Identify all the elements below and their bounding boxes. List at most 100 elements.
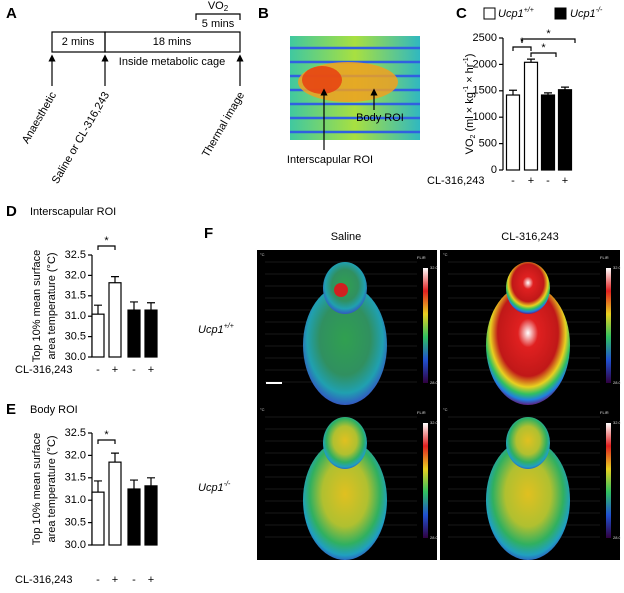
y-tick-label: 30.5 — [65, 331, 86, 343]
y-tick-label: 30.0 — [65, 539, 86, 551]
y-tick-label: 2500 — [473, 32, 497, 44]
bar — [108, 461, 122, 546]
error-bar — [111, 276, 119, 283]
legend-sup: +/+ — [524, 7, 534, 14]
y-tick-label: 31.5 — [65, 472, 86, 484]
scale-min: 28.0 — [430, 380, 439, 385]
mouse-body — [486, 285, 570, 405]
scale-min: 28.0 — [613, 535, 622, 540]
scale-max: 32.0 — [430, 420, 439, 425]
error-bar — [509, 89, 517, 96]
bar — [91, 313, 105, 358]
error-bar — [544, 92, 552, 96]
x-tick-label: + — [148, 574, 154, 586]
significance-bracket — [97, 245, 116, 250]
panel-label: F — [204, 225, 213, 242]
vo2-bracket — [195, 13, 241, 20]
legend-label: Ucp1-/- — [570, 7, 603, 20]
significance-bracket — [512, 46, 532, 51]
scale-unit: °C — [443, 407, 448, 412]
event-label: Saline or CL-316,243 — [50, 90, 112, 186]
error-bar — [561, 86, 569, 90]
mouse-head — [323, 417, 367, 469]
y-tick-label: 32.5 — [65, 427, 86, 439]
bar — [127, 309, 141, 358]
error-bar — [94, 480, 102, 493]
legend-name: Ucp1 — [498, 8, 524, 20]
event-label: Thermal image — [200, 90, 247, 160]
x-axis-label: CL-316,243 — [427, 175, 485, 187]
significance-bracket — [97, 439, 116, 444]
scale-min: 28.0 — [613, 380, 622, 385]
thermal-photo: Interscapular ROI Body ROI — [287, 36, 420, 166]
event-label: Anaesthetic — [20, 90, 59, 146]
error-bar — [130, 301, 138, 311]
color-scale — [423, 268, 428, 383]
bar — [557, 89, 573, 171]
bar — [144, 309, 158, 358]
mouse-head — [506, 262, 550, 314]
scale-min: 28.0 — [430, 535, 439, 540]
y-tick-label: 1000 — [473, 111, 497, 123]
bar — [505, 94, 521, 171]
vo2-duration: 5 mins — [202, 18, 235, 30]
row-heading: Ucp1+/+ — [198, 323, 234, 336]
error-bar — [111, 452, 119, 463]
legend-swatch — [554, 7, 567, 20]
y-tick-label: 2000 — [473, 58, 497, 70]
y-tick-label: 31.0 — [65, 310, 86, 322]
hot-spot — [334, 283, 348, 297]
significance-star: * — [546, 28, 551, 40]
significance-bracket — [530, 52, 557, 57]
y-label-part: 2 — [470, 134, 477, 138]
timeline: VO2 5 mins 2 mins 18 mins Inside metabol… — [20, 0, 247, 186]
y-axis-label: Top 10% mean surface — [31, 250, 43, 363]
x-tick-label: - — [546, 175, 550, 187]
y-tick-label: 30.5 — [65, 517, 86, 529]
bar — [127, 488, 141, 546]
y-label-part: -1 — [463, 86, 470, 92]
chart-title: Interscapular ROI — [30, 206, 116, 218]
bar — [144, 485, 158, 546]
legend-label: Ucp1+/+ — [498, 7, 534, 20]
scale-brand: FLIR — [600, 255, 609, 260]
x-tick-label: + — [112, 574, 118, 586]
roi-label: Body ROI — [356, 112, 404, 124]
scale-unit: °C — [260, 407, 265, 412]
y-axis-label: Top 10% mean surface — [31, 433, 43, 546]
scale-max: 32.0 — [613, 265, 622, 270]
panel-label: E — [6, 401, 16, 418]
error-bar — [130, 479, 138, 489]
significance-star: * — [104, 235, 109, 247]
y-tick-label: 31.0 — [65, 494, 86, 506]
y-tick-label: 1500 — [473, 85, 497, 97]
step-label: 18 mins — [153, 36, 192, 48]
scale-brand: FLIR — [417, 255, 426, 260]
panel-label: B — [258, 5, 269, 22]
x-tick-label: - — [511, 175, 515, 187]
y-label-part: × hr — [464, 63, 476, 86]
y-axis-label: area temperature (°C) — [46, 252, 58, 359]
bar — [523, 61, 539, 171]
panel-label: C — [456, 5, 467, 22]
scale-brand: FLIR — [600, 410, 609, 415]
x-tick-label: - — [132, 574, 136, 586]
bar — [540, 94, 556, 171]
bar — [108, 282, 122, 358]
legend-swatch — [483, 7, 496, 20]
x-tick-label: - — [96, 364, 100, 376]
scale-brand: FLIR — [417, 410, 426, 415]
error-bar — [147, 477, 155, 486]
mouse-head — [506, 417, 550, 469]
error-bar — [527, 58, 535, 63]
significance-star: * — [104, 429, 109, 441]
scale-max: 32.0 — [430, 265, 439, 270]
y-label-part: -1 — [463, 57, 470, 63]
x-tick-label: + — [562, 175, 568, 187]
chart-title: Body ROI — [30, 404, 78, 416]
column-heading: CL-316,243 — [501, 231, 559, 243]
y-tick-label: 0 — [491, 164, 497, 176]
y-tick-label: 500 — [479, 138, 497, 150]
mouse-head — [302, 66, 342, 94]
